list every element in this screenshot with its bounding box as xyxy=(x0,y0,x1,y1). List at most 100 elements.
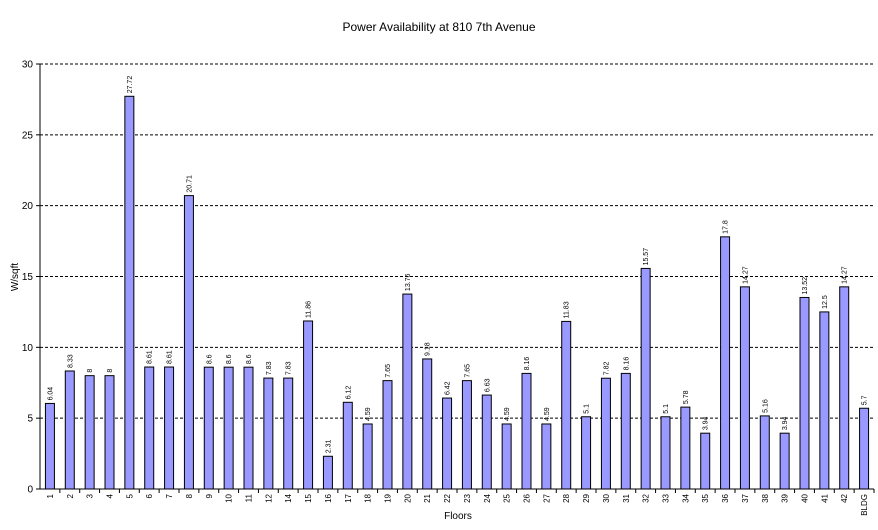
bar-26 xyxy=(521,372,532,490)
bars xyxy=(44,95,870,490)
x-tick-label: 36 xyxy=(721,493,730,502)
x-tick-label: 32 xyxy=(642,493,651,502)
x-tick-label: BLDG xyxy=(860,494,869,516)
x-axis-title: Floors xyxy=(444,511,472,522)
data-label: 7.65 xyxy=(385,364,392,378)
data-label: 13.76 xyxy=(405,273,412,291)
data-label: 12.5 xyxy=(822,295,829,309)
data-label: 27.72 xyxy=(127,76,134,94)
x-tick-label: 2 xyxy=(66,493,75,498)
x-tick-label: 38 xyxy=(761,493,770,502)
bar-12 xyxy=(263,377,274,490)
x-tick-label: 3 xyxy=(86,493,95,498)
bar-32 xyxy=(640,267,651,490)
bar-BLDG xyxy=(859,407,870,490)
bar-34 xyxy=(680,406,691,490)
x-tick-label: 33 xyxy=(662,493,671,502)
x-tick-label: 20 xyxy=(403,493,412,502)
data-label: 7.83 xyxy=(286,361,293,375)
bar-17 xyxy=(342,401,353,490)
x-tick-label: 27 xyxy=(542,493,551,502)
y-tick-label: 30 xyxy=(22,60,34,71)
data-label: 6.63 xyxy=(484,378,491,392)
data-label: 5.7 xyxy=(862,395,869,405)
bar-20 xyxy=(402,293,413,490)
x-tick-label: 26 xyxy=(523,493,532,502)
bar-38 xyxy=(759,415,770,490)
x-tick-label: 11 xyxy=(245,493,254,502)
x-tick-label: 30 xyxy=(602,493,611,502)
chart-title: Power Availability at 810 7th Avenue xyxy=(342,20,535,34)
x-tick-label: 35 xyxy=(701,493,710,502)
bar-22 xyxy=(442,397,453,490)
bar-23 xyxy=(461,380,472,490)
data-label: 15.57 xyxy=(643,248,650,266)
bar-35 xyxy=(700,432,711,490)
x-tick-label: 41 xyxy=(820,493,829,502)
bar-24 xyxy=(481,394,492,490)
x-tick-label: 34 xyxy=(681,493,690,502)
data-label: 6.04 xyxy=(47,387,54,401)
data-label: 8 xyxy=(107,369,114,373)
bar-1 xyxy=(44,402,55,490)
bar-16 xyxy=(322,455,333,490)
x-tick-label: 29 xyxy=(582,493,591,502)
bar-36 xyxy=(720,236,731,490)
data-label: 3.94 xyxy=(703,416,710,430)
bar-27 xyxy=(541,423,552,490)
bar-18 xyxy=(362,423,373,490)
bar-30 xyxy=(600,377,611,490)
x-axis-ticks: 1 2 3 4 5 6 7 8 9 10 11 12 14 15 16 17 18 19 20 21 22 23 24 25 2… xyxy=(46,489,875,516)
x-tick-label: 42 xyxy=(840,493,849,502)
bar-19 xyxy=(382,380,393,490)
x-tick-label: 23 xyxy=(463,493,472,502)
y-tick-label: 20 xyxy=(22,201,34,212)
bar-7 xyxy=(164,366,175,490)
x-tick-label: 18 xyxy=(364,493,373,502)
x-tick-label: 21 xyxy=(423,493,432,502)
bar-14 xyxy=(283,377,294,490)
data-label: 9.18 xyxy=(425,342,432,356)
bar-25 xyxy=(501,423,512,490)
x-tick-label: 16 xyxy=(324,493,333,502)
x-tick-label: 24 xyxy=(483,493,492,502)
data-label: 8.6 xyxy=(246,354,253,364)
data-label: 7.83 xyxy=(266,361,273,375)
data-label: 4.59 xyxy=(504,407,511,421)
x-tick-label: 17 xyxy=(344,493,353,502)
x-tick-label: 5 xyxy=(125,493,134,498)
data-label: 5.1 xyxy=(663,404,670,414)
data-labels: 6.04 8.33 8 8 27.72 8.61 8.61 20.71 8.6 8.6 8.6 7.8… xyxy=(47,76,868,454)
data-label: 14.27 xyxy=(842,266,849,284)
bar-21 xyxy=(422,358,433,490)
bar-28 xyxy=(561,320,572,490)
y-tick-label: 15 xyxy=(22,272,34,283)
data-label: 6.12 xyxy=(345,386,352,400)
data-label: 8.33 xyxy=(67,354,74,368)
y-tick-label: 5 xyxy=(27,414,33,425)
x-tick-label: 7 xyxy=(165,493,174,498)
data-label: 2.31 xyxy=(325,440,332,454)
bar-6 xyxy=(144,366,155,490)
x-tick-label: 4 xyxy=(106,493,115,498)
data-label: 3.94 xyxy=(782,416,789,430)
y-tick-label: 10 xyxy=(22,343,34,354)
x-tick-label: 1 xyxy=(46,493,55,498)
x-tick-label: 15 xyxy=(304,493,313,502)
data-label: 8 xyxy=(87,369,94,373)
data-label: 7.82 xyxy=(603,361,610,375)
x-tick-label: 12 xyxy=(264,493,273,502)
y-axis-ticks: 0 5 10 15 20 25 30 xyxy=(22,60,40,496)
x-tick-label: 8 xyxy=(185,493,194,498)
data-label: 11.86 xyxy=(306,301,313,318)
data-label: 4.59 xyxy=(544,407,551,421)
bar-39 xyxy=(779,432,790,490)
y-tick-label: 0 xyxy=(27,485,33,496)
bar-10 xyxy=(223,366,234,490)
data-label: 6.42 xyxy=(445,381,452,395)
bar-9 xyxy=(203,366,214,490)
data-label: 20.71 xyxy=(186,175,193,193)
x-tick-label: 10 xyxy=(225,493,234,502)
bar-40 xyxy=(799,296,810,490)
